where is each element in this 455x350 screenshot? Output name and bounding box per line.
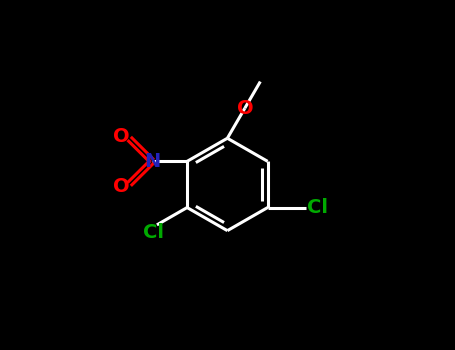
Text: Cl: Cl — [143, 223, 164, 242]
Text: O: O — [237, 99, 253, 118]
Text: O: O — [113, 177, 130, 196]
Text: O: O — [113, 127, 130, 146]
Text: Cl: Cl — [307, 198, 328, 217]
Text: N: N — [144, 152, 160, 171]
